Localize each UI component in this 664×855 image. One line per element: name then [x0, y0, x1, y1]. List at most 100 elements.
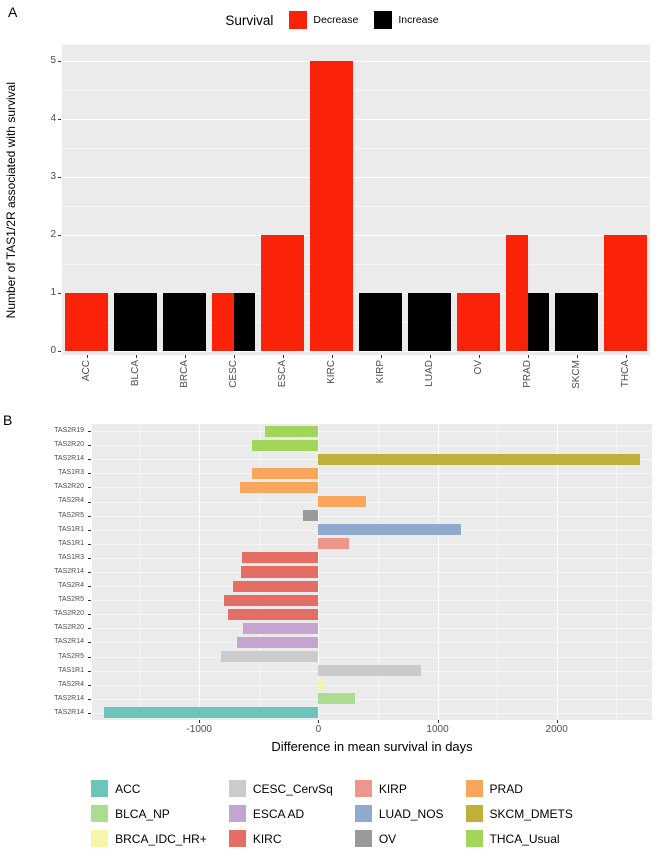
panel-b-y-tick-mark — [88, 572, 91, 573]
bar-cesc-increase — [233, 293, 255, 351]
minor-gridline — [497, 424, 499, 720]
bar-acc-decrease — [65, 293, 108, 351]
panel-a-x-tick-label: THCA — [601, 360, 650, 406]
panel-b-y-tick-label: TAS1R1 — [58, 539, 84, 547]
panel-b-y-tick-mark — [88, 473, 91, 475]
panel-a-x-tick-label: KIRP — [356, 360, 405, 406]
bar-prad-increase — [527, 293, 549, 351]
panel-a-legend-title: Survival — [225, 12, 274, 28]
bar-tas2r14-skcm_dmets — [318, 453, 641, 465]
category-gridline — [92, 445, 652, 447]
panel-b-y-tick-label: TAS2R20 — [54, 610, 84, 618]
legend-label: OV — [378, 831, 397, 846]
panel-a-x-tick-text: ESCA — [277, 360, 288, 388]
panel-a-x-tick-mark — [576, 355, 578, 358]
legend-item-thca_usual: THCA_Usual — [465, 830, 573, 847]
decrease-label: Decrease — [313, 14, 359, 26]
panel-a-x-tick-mark — [380, 355, 382, 358]
legend-swatch-luad_nos — [354, 805, 372, 822]
panel-b-y-tick-label: TAS2R4 — [58, 680, 84, 688]
bar-group-acc — [62, 45, 111, 351]
panel-a-y-tick-label: 0 — [50, 345, 56, 356]
panel-b-y-tick-mark — [88, 642, 91, 644]
major-gridline — [199, 424, 201, 720]
panel-b-x-tick-mark — [318, 720, 320, 723]
bar-tas2r5-cesc_cervsq — [220, 651, 319, 663]
panel-a-x-tick-mark — [429, 355, 431, 358]
legend-swatch-brca_idc_hr+ — [91, 830, 109, 847]
legend-item-skcm_dmets: SKCM_DMETS — [465, 805, 573, 822]
panel-a-y-axis-title-text: Number of TAS1/2R associated with surviv… — [4, 81, 18, 319]
legend-label: SKCM_DMETS — [489, 806, 573, 821]
minor-gridline — [62, 322, 650, 323]
bar-group-thca — [601, 45, 650, 351]
major-gridline — [318, 424, 320, 720]
bar-ov-decrease — [457, 293, 500, 351]
panel-b-y-tick-label: TAS2R4 — [58, 582, 84, 590]
panel-a-x-tick-text: PRAD — [522, 360, 533, 388]
panel-b-y-tick-label: TAS2R20 — [54, 483, 84, 491]
bar-skcm-increase — [555, 293, 598, 351]
panel-a-x-tick-mark — [625, 355, 627, 358]
panel-a-x-tick-text: OV — [473, 360, 484, 375]
panel-b-y-tick-label: TAS2R14 — [54, 708, 84, 716]
panel-a-x-tick-label: KIRC — [307, 360, 356, 406]
bar-blca-increase — [114, 293, 157, 351]
legend-swatch-ov — [354, 830, 372, 847]
panel-b-y-tick-label: TAS2R14 — [54, 694, 84, 702]
bar-tas2r4-prad — [318, 495, 367, 508]
bar-group-kirc — [307, 45, 356, 351]
legend-label: THCA_Usual — [489, 831, 560, 846]
bar-esca-decrease — [261, 235, 304, 351]
bar-kirp-increase — [359, 293, 402, 351]
panel-b-y-tick-mark — [88, 684, 91, 686]
panel-b-y-tick-mark — [88, 543, 91, 545]
panel-a-x-tick-label: ESCA — [258, 360, 307, 406]
panel-b-y-tick-mark — [88, 628, 91, 630]
bar-tas1r1-kirp — [318, 538, 350, 550]
category-gridline — [92, 628, 652, 630]
panel-a-y-tick-mark — [58, 177, 61, 178]
panel-a-y-tick-label: 5 — [50, 55, 56, 66]
panel-a-x-tick-label: LUAD — [405, 360, 454, 406]
panel-b-legend-grid: ACC BLCA_NP BRCA_IDC_HR+ CESC_CervSq ESCA AD… — [91, 776, 573, 851]
legend-label: BLCA_NP — [115, 806, 170, 821]
category-gridline — [92, 501, 652, 503]
panel-b-y-tick-mark — [88, 656, 91, 658]
legend-swatch-esca ad — [228, 805, 246, 822]
legend-swatch-blca_np — [91, 805, 109, 822]
bar-tas1r3-kirc — [242, 552, 319, 564]
legend-swatch-cesc_cervsq — [228, 780, 246, 797]
panel-b-y-tick-mark — [88, 529, 91, 531]
panel-a-x-tick-text: KIRP — [375, 360, 386, 384]
bar-luad-increase — [408, 293, 451, 351]
minor-gridline — [62, 264, 650, 265]
bar-group-blca — [111, 45, 160, 351]
legend-item-prad: PRAD — [465, 780, 573, 797]
category-gridline — [92, 431, 652, 433]
panel-a-y-tick-mark — [58, 235, 61, 236]
increase-color-swatch — [374, 11, 393, 29]
bar-tas2r20-prad — [239, 481, 319, 493]
panel-b-x-tick-label: 1000 — [426, 724, 449, 735]
legend-label: LUAD_NOS — [378, 806, 444, 821]
bar-tas2r20-thca_usual — [251, 439, 319, 451]
panel-a-y-tick-label: 1 — [50, 287, 56, 298]
legend-swatch-prad — [465, 780, 483, 797]
panel-b-y-tick-label: TAS2R14 — [54, 567, 84, 575]
panel-a-x-tick-mark — [184, 355, 186, 358]
panel-b-y-tick-label: TAS2R4 — [58, 497, 84, 505]
panel-b-x-tick-label: 2000 — [545, 724, 568, 735]
panel-b-y-tick-label: TAS2R5 — [58, 652, 84, 660]
panel-b-y-tick-mark — [88, 501, 91, 503]
panel-b-y-tick-label: TAS2R19 — [54, 427, 84, 434]
panel-a-legend: Survival Decrease Increase — [0, 6, 664, 34]
legend-label: ESCA AD — [252, 806, 305, 821]
category-gridline — [92, 572, 652, 573]
panel-a-x-tick-text: SKCM — [571, 360, 582, 389]
panel-b-y-tick-label: TAS2R5 — [58, 596, 84, 604]
minor-gridline — [616, 424, 618, 720]
legend-item-kirc: KIRC — [228, 830, 333, 847]
panel-b-y-tick-label: TAS2R20 — [54, 441, 84, 449]
panel-a-x-tick-text: CESC — [228, 360, 239, 388]
